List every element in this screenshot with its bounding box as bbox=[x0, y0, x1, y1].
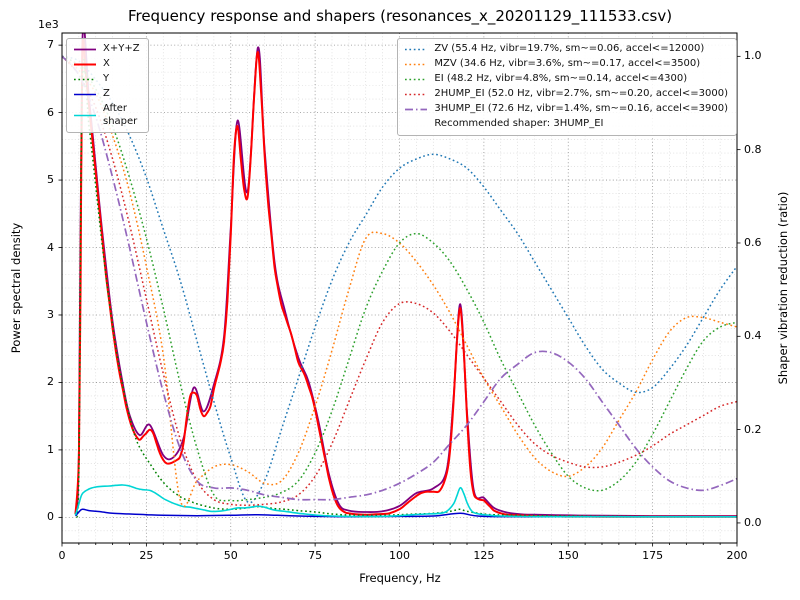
series-z bbox=[74, 508, 737, 518]
legend-line-sample bbox=[74, 78, 96, 81]
legend-line-sample bbox=[405, 48, 428, 51]
legend-entry: 2HUMP_EI (52.0 Hz, vibr=2.7%, sm~=0.20, … bbox=[404, 88, 728, 101]
legend-line-sample bbox=[74, 63, 96, 66]
y-axis-offset-text: 1e3 bbox=[38, 18, 59, 31]
y-tick-label-right: 0.6 bbox=[744, 235, 762, 249]
legend-label: Recommended shaper: 3HUMP_EI bbox=[434, 118, 604, 130]
legend-label: EI (48.2 Hz, vibr=4.8%, sm~=0.14, accel<… bbox=[434, 73, 688, 85]
y-axis-label-right: Shaper vibration reduction (ratio) bbox=[776, 191, 790, 385]
legend-label: MZV (34.6 Hz, vibr=3.6%, sm~=0.17, accel… bbox=[434, 58, 701, 70]
y-tick-label-left: 7 bbox=[47, 38, 54, 52]
legend-label: 3HUMP_EI (72.6 Hz, vibr=1.4%, sm~=0.16, … bbox=[434, 103, 728, 115]
legend-line-sample bbox=[405, 108, 428, 111]
legend-line-sample bbox=[74, 48, 96, 51]
legend-entry: Recommended shaper: 3HUMP_EI bbox=[404, 118, 728, 131]
legend-label: Z bbox=[103, 88, 110, 100]
x-tick-label: 100 bbox=[389, 549, 410, 562]
y-tick-label-left: 1 bbox=[47, 442, 54, 456]
legend-label: ZV (55.4 Hz, vibr=19.7%, sm~=0.06, accel… bbox=[434, 43, 705, 55]
y-tick-label-right: 1.0 bbox=[744, 49, 762, 63]
y-tick-label-left: 6 bbox=[47, 105, 54, 119]
series-after-shaper bbox=[74, 484, 737, 518]
legend-label: X bbox=[103, 58, 110, 70]
y-tick-label-left: 2 bbox=[47, 375, 54, 389]
y-tick-label-left: 5 bbox=[47, 173, 54, 187]
legend-entry: Y bbox=[73, 73, 140, 86]
legend-line-sample bbox=[405, 63, 428, 66]
y-tick-label-left: 3 bbox=[47, 307, 54, 321]
legend-line-sample bbox=[74, 114, 96, 117]
x-tick-label: 175 bbox=[642, 549, 664, 562]
legend-entry: MZV (34.6 Hz, vibr=3.6%, sm~=0.17, accel… bbox=[404, 58, 728, 71]
tick-marks bbox=[58, 44, 741, 547]
chart-title: Frequency response and shapers (resonanc… bbox=[127, 7, 673, 25]
x-tick-label: 0 bbox=[58, 549, 66, 562]
legend-entry: X bbox=[73, 58, 140, 71]
series-MZV bbox=[62, 55, 737, 508]
y-tick-label-right: 0.8 bbox=[744, 142, 762, 156]
x-tick-label: 50 bbox=[223, 549, 238, 562]
x-tick-label: 25 bbox=[139, 549, 154, 562]
x-tick-label: 150 bbox=[557, 549, 579, 562]
legend-line-sample bbox=[405, 93, 428, 96]
legend-label: After shaper bbox=[103, 103, 138, 127]
x-tick-label: 75 bbox=[308, 549, 323, 562]
series-3HUMP_EI bbox=[62, 55, 737, 501]
legend-entry: ZV (55.4 Hz, vibr=19.7%, sm~=0.06, accel… bbox=[404, 43, 728, 56]
legend-entry: 3HUMP_EI (72.6 Hz, vibr=1.4%, sm~=0.16, … bbox=[404, 103, 728, 116]
x-axis-label: Frequency, Hz bbox=[359, 571, 441, 585]
legend-entry: After shaper bbox=[73, 103, 140, 128]
y-tick-label-left: 4 bbox=[47, 240, 54, 254]
legend-spacer bbox=[404, 119, 428, 130]
legend-entry: Z bbox=[73, 88, 140, 101]
x-tick-label: 125 bbox=[473, 549, 495, 562]
legend-label: X+Y+Z bbox=[103, 43, 140, 55]
grid-minor bbox=[62, 33, 737, 543]
series-ZV bbox=[62, 55, 737, 504]
legend-label: 2HUMP_EI (52.0 Hz, vibr=2.7%, sm~=0.20, … bbox=[434, 88, 728, 100]
legend-label: Y bbox=[103, 73, 110, 85]
series-group bbox=[62, 33, 737, 518]
legend-line-sample bbox=[74, 93, 96, 96]
series-EI bbox=[62, 55, 737, 502]
legend-entry: EI (48.2 Hz, vibr=4.8%, sm~=0.14, accel<… bbox=[404, 73, 728, 86]
legend-psd: X+Y+Z X Y Z After shaper bbox=[66, 38, 149, 133]
legend-entry: X+Y+Z bbox=[73, 43, 140, 56]
x-tick-label: 200 bbox=[726, 549, 748, 562]
legend-line-sample bbox=[405, 78, 428, 81]
y-tick-label-right: 0.0 bbox=[744, 515, 762, 529]
legend-shapers: ZV (55.4 Hz, vibr=19.7%, sm~=0.06, accel… bbox=[397, 38, 737, 136]
y-tick-label-right: 0.4 bbox=[744, 329, 762, 343]
y-tick-label-right: 0.2 bbox=[744, 422, 762, 436]
y-tick-label-left: 0 bbox=[47, 510, 54, 524]
